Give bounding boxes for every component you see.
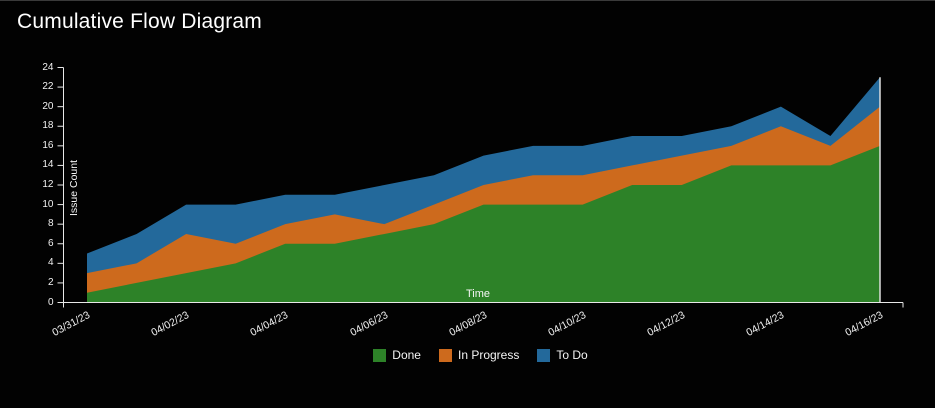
- y-tick-label: 24: [42, 61, 54, 73]
- done-swatch-icon: [373, 348, 387, 362]
- in-progress-swatch-icon: [438, 348, 452, 362]
- legend-item-in-progress: In Progress: [438, 347, 520, 362]
- legend: Done In Progress To Do: [0, 345, 935, 365]
- to-do-swatch-icon: [537, 348, 551, 362]
- legend-item-done: Done: [373, 347, 421, 362]
- y-tick-label: 18: [42, 120, 54, 132]
- y-tick-label: 20: [42, 100, 54, 112]
- chart-title: Cumulative Flow Diagram: [17, 10, 263, 33]
- x-axis-label: Time: [465, 288, 491, 300]
- y-tick-label: 0: [47, 296, 54, 308]
- y-tick-label: 2: [47, 276, 54, 288]
- y-tick-label: 16: [42, 139, 54, 151]
- y-axis-label: Issue Count: [67, 159, 80, 216]
- y-tick-label: 6: [47, 237, 54, 249]
- y-tick-label: 10: [42, 198, 54, 210]
- legend-label-to-do: To Do: [556, 347, 588, 362]
- legend-item-to-do: To Do: [537, 347, 588, 362]
- y-tick-label: 4: [47, 257, 54, 269]
- legend-label-done: Done: [392, 347, 421, 362]
- y-tick-label: 12: [42, 179, 54, 190]
- legend-label-in-progress: In Progress: [457, 347, 520, 362]
- y-tick-label: 14: [42, 159, 54, 171]
- y-tick-label: 8: [47, 218, 54, 230]
- y-tick-label: 22: [42, 81, 54, 93]
